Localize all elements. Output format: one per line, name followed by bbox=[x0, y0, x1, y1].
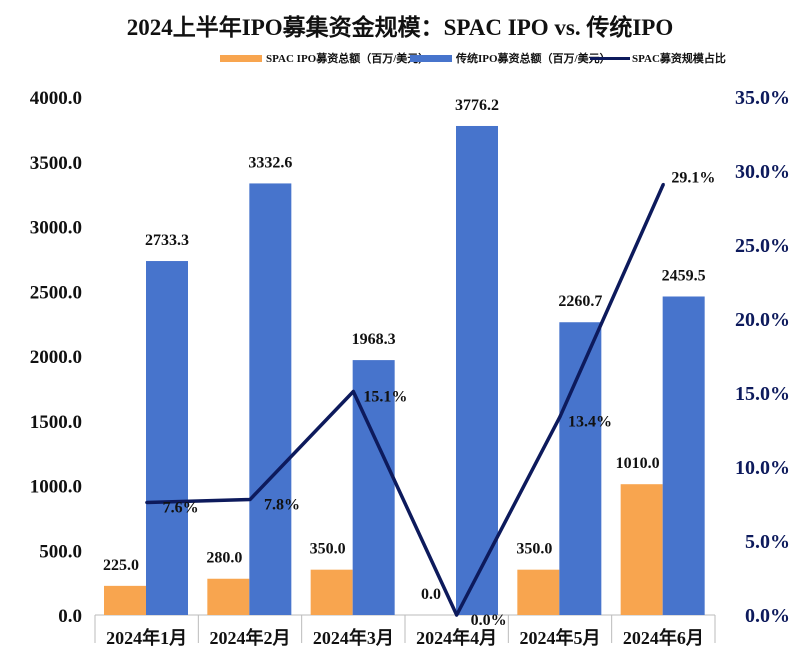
data-label-traditional: 2733.3 bbox=[145, 232, 189, 249]
bar-traditional bbox=[146, 261, 188, 615]
chart-title: 2024上半年IPO募集资金规模：SPAC IPO vs. 传统IPO bbox=[126, 15, 674, 40]
bar-spac bbox=[310, 569, 353, 615]
y2-tick-label: 10.0% bbox=[735, 457, 790, 479]
y-tick-label: 4000.0 bbox=[30, 88, 82, 109]
data-label-ratio: 15.1% bbox=[363, 389, 407, 406]
y-tick-label: 2500.0 bbox=[30, 282, 82, 303]
y2-tick-label: 30.0% bbox=[735, 161, 790, 183]
data-label-traditional: 1968.3 bbox=[352, 331, 396, 348]
y2-tick-label: 25.0% bbox=[735, 235, 790, 257]
line-point-ratio bbox=[455, 613, 459, 617]
data-label-traditional: 3776.2 bbox=[455, 97, 499, 114]
legend-swatch-spac bbox=[220, 55, 262, 62]
data-label-spac: 280.0 bbox=[206, 550, 242, 567]
y-tick-label: 1000.0 bbox=[30, 477, 82, 498]
legend-label-traditional: 传统IPO募资总额（百万/美元） bbox=[455, 51, 611, 65]
line-point-ratio bbox=[558, 415, 562, 419]
line-point-ratio bbox=[351, 390, 355, 394]
y-tick-label: 1500.0 bbox=[30, 412, 82, 433]
line-point-ratio bbox=[248, 498, 252, 502]
y-tick-label: 3500.0 bbox=[30, 153, 82, 174]
x-tick-label: 2024年1月 bbox=[106, 627, 187, 648]
y-tick-label: 3000.0 bbox=[30, 218, 82, 239]
legend-swatch-traditional bbox=[410, 55, 452, 62]
data-label-traditional: 3332.6 bbox=[248, 154, 292, 171]
line-point-ratio bbox=[145, 501, 149, 505]
y2-tick-label: 15.0% bbox=[735, 383, 790, 405]
bar-traditional bbox=[662, 296, 705, 615]
legend-label-spac: SPAC IPO募资总额（百万/美元） bbox=[266, 51, 429, 65]
x-tick-label: 2024年6月 bbox=[623, 627, 704, 648]
bar-traditional bbox=[456, 125, 498, 615]
data-label-spac: 0.0 bbox=[421, 586, 441, 603]
y2-tick-label: 0.0% bbox=[745, 605, 790, 627]
data-label-ratio: 13.4% bbox=[568, 414, 612, 431]
y2-tick-label: 20.0% bbox=[735, 309, 790, 331]
data-label-spac: 1010.0 bbox=[616, 455, 660, 472]
data-label-spac: 350.0 bbox=[516, 541, 552, 558]
bar-traditional bbox=[249, 183, 292, 616]
data-label-traditional: 2260.7 bbox=[558, 293, 602, 310]
data-label-ratio: 7.8% bbox=[264, 497, 300, 514]
y-tick-label: 0.0 bbox=[58, 606, 82, 627]
line-ratio bbox=[146, 183, 665, 617]
data-label-ratio: 7.6% bbox=[163, 500, 199, 517]
data-label-traditional: 2459.5 bbox=[662, 267, 706, 284]
data-label-ratio: 29.1% bbox=[671, 169, 715, 186]
data-label-spac: 225.0 bbox=[103, 557, 139, 574]
bar-traditional bbox=[559, 322, 602, 615]
x-tick-label: 2024年2月 bbox=[210, 627, 291, 648]
bar-spac bbox=[207, 578, 250, 615]
bar-spac bbox=[620, 484, 663, 615]
line-point-ratio bbox=[661, 182, 665, 186]
y-tick-label: 2000.0 bbox=[30, 347, 82, 368]
data-label-spac: 350.0 bbox=[310, 541, 346, 558]
bar-spac bbox=[517, 569, 560, 615]
data-label-ratio: 0.0% bbox=[471, 612, 507, 629]
x-tick-label: 2024年5月 bbox=[520, 627, 601, 648]
y2-tick-label: 35.0% bbox=[735, 87, 790, 109]
legend-label-ratio: SPAC募资规模占比 bbox=[632, 51, 726, 65]
x-tick-label: 2024年3月 bbox=[313, 627, 394, 648]
y-tick-label: 500.0 bbox=[39, 541, 82, 562]
bar-spac bbox=[104, 585, 146, 615]
y2-tick-label: 5.0% bbox=[745, 531, 790, 553]
x-tick-label: 2024年4月 bbox=[416, 627, 497, 648]
